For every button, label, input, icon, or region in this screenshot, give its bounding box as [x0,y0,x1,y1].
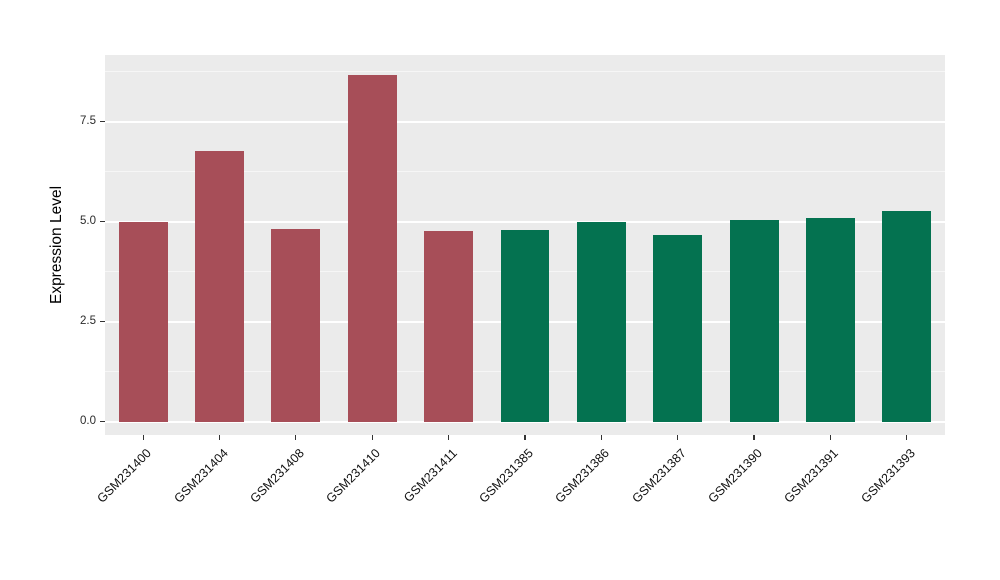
bar [347,74,397,422]
bar [576,221,626,422]
y-tick-mark [100,421,105,423]
bar [271,229,321,422]
gridline-major [105,421,945,423]
x-tick-label: GSM231390 [705,446,766,506]
gridline-minor [105,171,945,173]
bar [500,229,550,422]
x-tick-label: GSM231385 [476,446,536,506]
x-tick-label: GSM231410 [323,446,384,506]
x-tick-label: GSM231386 [552,446,613,506]
bar [424,231,474,422]
x-tick-label: GSM231411 [400,446,460,505]
x-tick-mark [295,435,297,440]
bar [729,219,779,422]
gridline-major [105,121,945,123]
x-tick-mark [906,435,908,440]
x-tick-label: GSM231404 [170,446,231,506]
y-tick-mark [100,121,105,123]
x-tick-label: GSM231391 [781,446,842,506]
x-tick-mark [448,435,450,440]
gridline-minor [105,71,945,73]
bar [195,150,244,422]
gridline-major [105,221,945,223]
y-tick-label: 5.0 [80,214,96,227]
x-tick-mark [677,435,679,440]
x-tick-mark [524,435,526,440]
x-tick-label: GSM231387 [629,446,689,506]
x-tick-mark [142,435,144,440]
bar [882,211,932,422]
x-tick-mark [829,435,832,440]
y-tick-label: 2.5 [80,314,96,327]
y-tick-mark [100,321,105,323]
x-tick-mark [218,435,221,440]
x-tick-mark [753,435,755,440]
y-axis-title: Expression Level [48,185,65,305]
bar [806,217,855,422]
y-tick-mark [100,221,105,223]
x-tick-mark [371,435,373,440]
bar [118,221,168,422]
y-tick-label: 0.0 [80,414,96,427]
y-tick-label: 7.5 [80,114,96,127]
bar [653,235,703,422]
x-tick-label: GSM231408 [247,446,307,506]
x-tick-label: GSM231400 [94,446,155,506]
plot-panel [105,55,945,435]
x-tick-mark [600,435,602,440]
x-tick-label: GSM231393 [858,446,918,506]
